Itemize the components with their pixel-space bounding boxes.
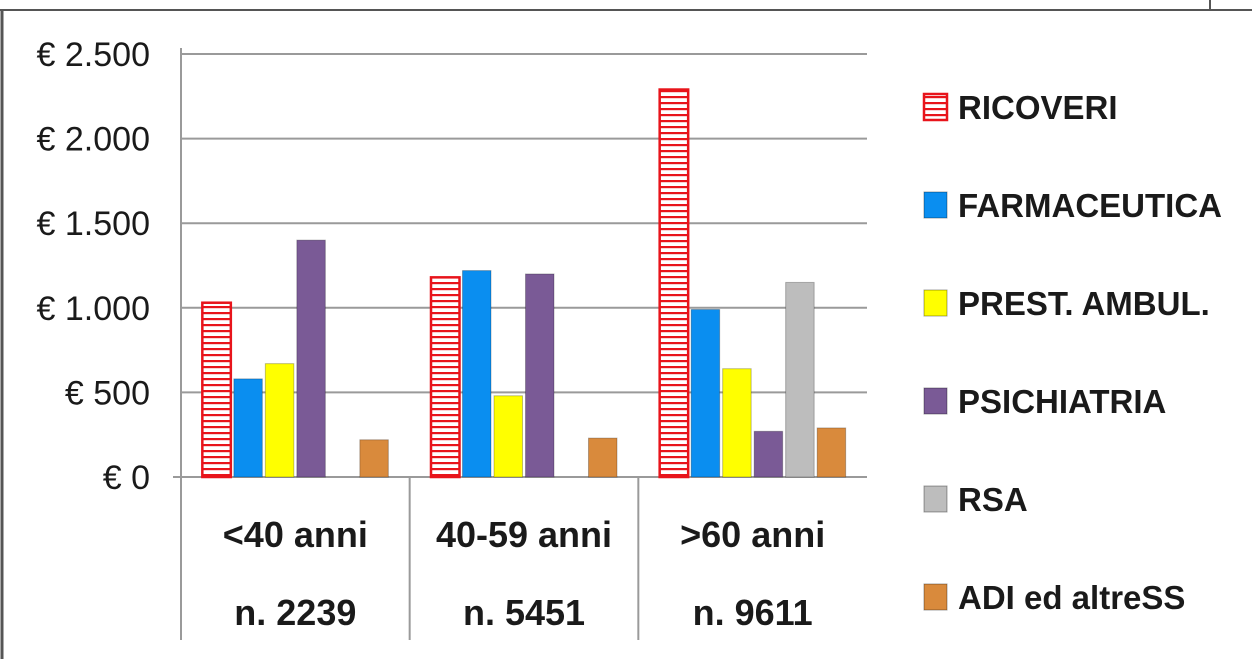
bar bbox=[493, 395, 523, 478]
legend: RICOVERI FARMACEUTICA PREST. AMBUL. PSICHIA… bbox=[922, 89, 1222, 616]
bar bbox=[429, 276, 461, 479]
legend-label: FARMACEUTICA bbox=[958, 187, 1222, 224]
category-count-label: n. 2239 bbox=[234, 592, 356, 633]
x-axis: <40 anni n. 2239 40-59 anni n. 5451 >60 anni… bbox=[173, 476, 867, 640]
y-tick-label: € 1.000 bbox=[37, 290, 150, 328]
legend-label: PSICHIATRIA bbox=[958, 383, 1166, 420]
y-tick-label: € 1.500 bbox=[37, 205, 150, 243]
bar bbox=[785, 281, 815, 478]
bar bbox=[588, 437, 618, 478]
bars bbox=[201, 88, 847, 479]
bar bbox=[690, 308, 721, 478]
bar bbox=[462, 270, 492, 478]
legend-swatch bbox=[923, 583, 948, 611]
bar bbox=[722, 368, 752, 478]
bar bbox=[296, 239, 326, 478]
legend-label: PREST. AMBUL. bbox=[958, 285, 1210, 322]
y-tick-label: € 2.000 bbox=[37, 121, 150, 159]
category-label: 40-59 anni bbox=[436, 514, 612, 555]
legend-swatch bbox=[923, 387, 948, 415]
bar bbox=[816, 427, 847, 478]
gridlines bbox=[181, 53, 867, 394]
bar bbox=[264, 363, 295, 478]
legend-swatch bbox=[923, 485, 948, 513]
category-count-label: n. 5451 bbox=[463, 592, 585, 633]
legend-swatch bbox=[922, 92, 949, 122]
bar bbox=[233, 378, 263, 478]
y-tick-label: € 500 bbox=[65, 374, 150, 412]
category-count-label: n. 9611 bbox=[693, 592, 813, 633]
bar bbox=[201, 301, 233, 479]
y-axis: € 0 € 500 € 1.000 € 1.500 € 2.000 € 2.500 bbox=[37, 36, 182, 640]
legend-swatch bbox=[923, 289, 948, 317]
bar bbox=[753, 430, 784, 478]
bar bbox=[658, 88, 690, 479]
bar bbox=[525, 273, 555, 478]
category-label: >60 anni bbox=[680, 514, 825, 555]
legend-label: ADI ed altreSS bbox=[958, 579, 1185, 616]
legend-swatch bbox=[923, 191, 948, 219]
y-tick-label: € 2.500 bbox=[37, 36, 150, 74]
bar bbox=[359, 439, 389, 478]
legend-label: RICOVERI bbox=[958, 89, 1118, 126]
category-label: <40 anni bbox=[223, 514, 368, 555]
legend-label: RSA bbox=[958, 481, 1028, 518]
y-tick-label: € 0 bbox=[103, 459, 150, 497]
